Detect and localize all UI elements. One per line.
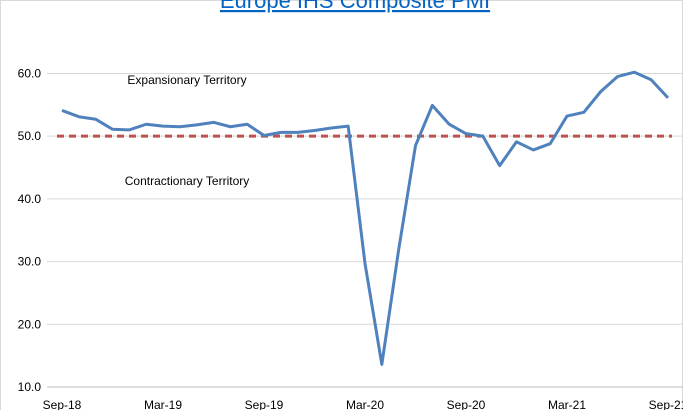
x-tick-label: Mar-19 [144, 398, 182, 410]
annotation: Expansionary Territory [127, 73, 246, 87]
x-tick-label: Sep-18 [43, 398, 82, 410]
x-tick-label: Mar-20 [346, 398, 384, 410]
x-tick-label: Mar-21 [548, 398, 586, 410]
y-tick-label: 60.0 [18, 66, 42, 80]
data-line [61, 70, 670, 366]
y-tick-label: 10.0 [18, 380, 42, 394]
x-tick-label: Sep-21 [649, 398, 683, 410]
y-tick-label: 20.0 [18, 317, 42, 331]
x-tick-label: Sep-20 [447, 398, 486, 410]
chart-title: Europe IHS Composite PMI [220, 0, 490, 13]
y-tick-label: 30.0 [18, 255, 42, 269]
y-tick-label: 50.0 [18, 129, 42, 143]
annotation: Contractionary Territory [125, 174, 250, 188]
y-tick-label: 40.0 [18, 192, 42, 206]
x-tick-label: Sep-19 [245, 398, 284, 410]
